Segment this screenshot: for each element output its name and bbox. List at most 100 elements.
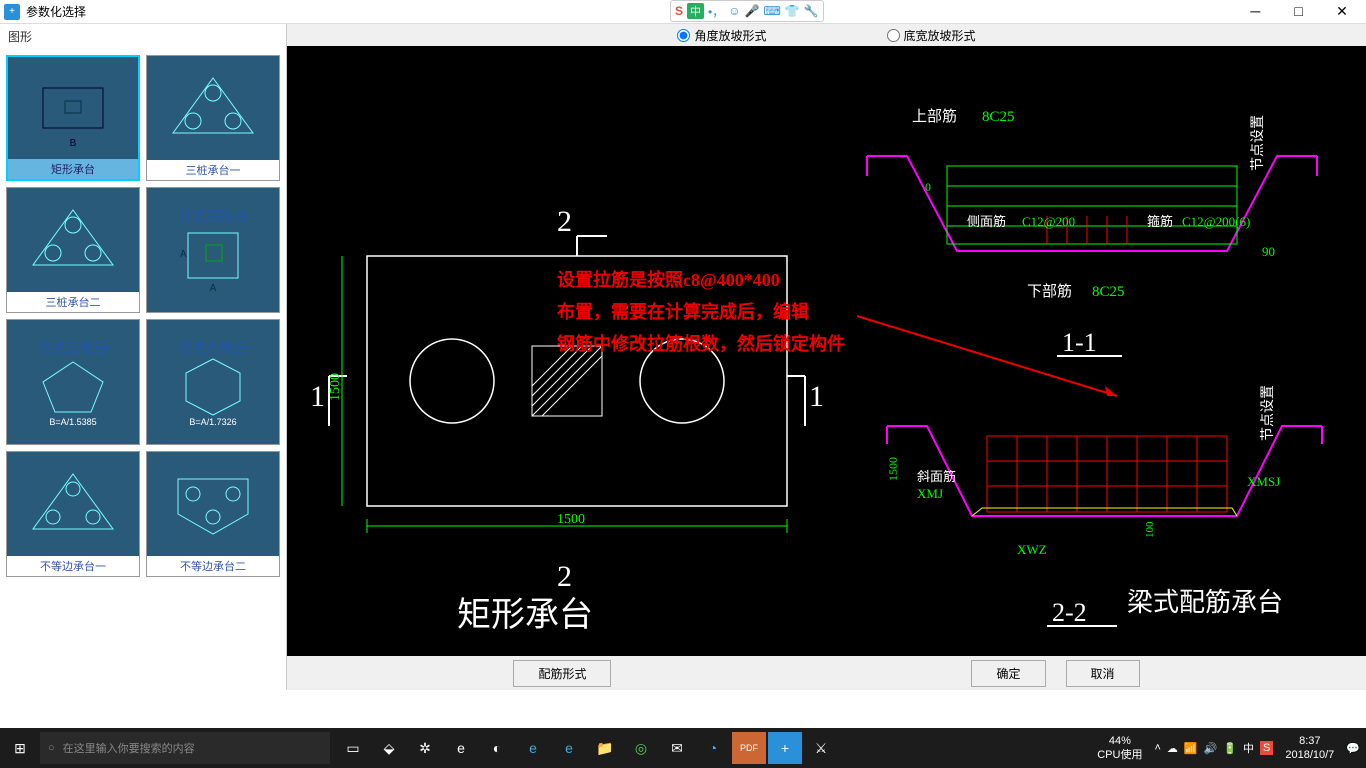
svg-text:阶式四桩台: 阶式四桩台: [178, 208, 248, 224]
taskbar-search[interactable]: ○ 在这里输入你要搜索的内容: [40, 732, 330, 764]
cpu-meter[interactable]: 44%CPU使用: [1091, 734, 1148, 763]
tray-volume-icon[interactable]: 🔊: [1204, 742, 1218, 755]
cancel-button[interactable]: 取消: [1066, 660, 1140, 687]
thumb-caption: 不等边承台一: [7, 556, 139, 576]
tray-ime-icon[interactable]: 中: [1243, 740, 1254, 756]
tb-browser-icon[interactable]: e: [444, 732, 478, 764]
svg-text:1500: 1500: [557, 512, 585, 527]
svg-text:A: A: [180, 249, 187, 260]
tb-ie-icon[interactable]: e: [552, 732, 586, 764]
app-icon: +: [4, 4, 20, 20]
tray-network-icon[interactable]: 📶: [1184, 742, 1198, 755]
thumb-tri-cap2[interactable]: 三桩承台二: [6, 187, 140, 313]
thumb-caption: 三桩承台一: [147, 160, 279, 180]
sidebar: 图形 B 矩形承台 三桩承台一 三桩承台二 阶式四桩台AA 阶式四桩台 阶式五桩…: [0, 24, 287, 690]
task-view-icon[interactable]: ▭: [336, 732, 370, 764]
svg-text:C12@200(6): C12@200(6): [1182, 214, 1250, 229]
ime-punct-icon[interactable]: •，: [708, 3, 724, 20]
tb-pdf-icon[interactable]: PDF: [732, 732, 766, 764]
minimize-button[interactable]: ─: [1235, 3, 1275, 19]
radio-bottom-slope[interactable]: 底宽放坡形式: [887, 27, 976, 44]
tb-app-icon[interactable]: ◔: [696, 732, 730, 764]
start-button[interactable]: ⊞: [0, 740, 40, 757]
svg-text:2: 2: [557, 560, 572, 593]
drawing-canvas[interactable]: 1 1 2 2 1500 1500 矩形承台: [287, 46, 1366, 656]
sogou-icon: S: [675, 4, 683, 18]
tray-cloud-icon[interactable]: ☁: [1167, 742, 1178, 755]
svg-text:阶式五桩台: 阶式五桩台: [38, 340, 108, 356]
svg-text:A: A: [210, 283, 217, 294]
ok-button[interactable]: 确定: [971, 660, 1045, 687]
svg-text:100: 100: [1144, 521, 1156, 538]
tb-app-icon[interactable]: ◐: [480, 732, 514, 764]
svg-text:梁式配筋承台: 梁式配筋承台: [1127, 588, 1283, 617]
svg-text:B=A/1.7326: B=A/1.7326: [189, 417, 236, 427]
svg-text:2: 2: [557, 205, 572, 238]
svg-text:设置拉筋是按照c8@400*400: 设置拉筋是按照c8@400*400: [557, 269, 780, 290]
svg-text:上部筋: 上部筋: [912, 108, 957, 125]
svg-text:节点设置: 节点设置: [1260, 386, 1276, 441]
notification-icon[interactable]: 💬: [1346, 742, 1360, 755]
thumb-uneq1[interactable]: 不等边承台一: [6, 451, 140, 577]
svg-text:B: B: [70, 138, 77, 148]
thumb-rect-cap[interactable]: B 矩形承台: [6, 55, 140, 181]
svg-text:1-1: 1-1: [1062, 328, 1097, 357]
svg-text:节点设置: 节点设置: [1250, 115, 1266, 171]
tb-mail-icon[interactable]: ✉: [660, 732, 694, 764]
button-row: 配筋形式 确定 取消: [287, 656, 1366, 690]
svg-text:钢筋中修改拉筋根数，然后锁定构件: 钢筋中修改拉筋根数，然后锁定构件: [557, 333, 845, 354]
tray-sogou-icon[interactable]: S: [1260, 741, 1273, 755]
svg-text:下部筋: 下部筋: [1027, 283, 1072, 300]
close-button[interactable]: ✕: [1322, 3, 1362, 20]
tb-active-app-icon[interactable]: +: [768, 732, 802, 764]
svg-text:8C25: 8C25: [1092, 284, 1125, 300]
ime-smile-icon[interactable]: ☺: [728, 4, 740, 18]
tb-edge-icon[interactable]: e: [516, 732, 550, 764]
thumb-step4[interactable]: 阶式四桩台AA 阶式四桩台: [146, 187, 280, 313]
thumb-step6[interactable]: 阶式六桩台B=A/1.7326 阶式六桩台: [146, 319, 280, 445]
svg-text:1500: 1500: [886, 457, 900, 481]
thumb-step5[interactable]: 阶式五桩台B=A/1.5385 阶式五桩台: [6, 319, 140, 445]
svg-text:侧面筋: 侧面筋: [967, 214, 1006, 229]
window-title: 参数化选择: [26, 3, 1235, 20]
tray-chevron-icon[interactable]: ˄: [1154, 742, 1160, 754]
thumb-caption: 不等边承台二: [147, 556, 279, 576]
svg-text:C12@200: C12@200: [1022, 214, 1075, 229]
radio-angle-slope[interactable]: 角度放坡形式: [677, 27, 766, 44]
svg-text:2-2: 2-2: [1052, 598, 1087, 627]
svg-text:0: 0: [925, 180, 931, 194]
thumb-tri-cap1[interactable]: 三桩承台一: [146, 55, 280, 181]
svg-text:箍筋: 箍筋: [1147, 214, 1173, 229]
taskbar: ⊞ ○ 在这里输入你要搜索的内容 ▭ ⬙ ✲ e ◐ e e 📁 ◎ ✉ ◔ P…: [0, 728, 1366, 768]
ime-skin-icon[interactable]: 👕: [785, 4, 800, 18]
tray-battery-icon[interactable]: 🔋: [1223, 742, 1237, 755]
tb-app-icon[interactable]: ◎: [624, 732, 658, 764]
tb-app-icon[interactable]: ✲: [408, 732, 442, 764]
svg-text:XMJ: XMJ: [917, 486, 943, 501]
tb-folder-icon[interactable]: 📁: [588, 732, 622, 764]
ime-tool-icon[interactable]: 🔧: [804, 4, 819, 18]
rebar-form-button[interactable]: 配筋形式: [513, 660, 611, 687]
taskbar-clock[interactable]: 8:372018/10/7: [1279, 734, 1340, 763]
svg-text:XWZ: XWZ: [1017, 542, 1047, 557]
search-icon: ○: [48, 742, 55, 754]
svg-text:1: 1: [310, 380, 325, 413]
ime-keyboard-icon[interactable]: ⌨: [763, 4, 780, 18]
sidebar-label: 图形: [0, 24, 286, 49]
thumb-uneq2[interactable]: 不等边承台二: [146, 451, 280, 577]
ime-lang-badge[interactable]: 中: [687, 3, 704, 19]
search-placeholder: 在这里输入你要搜索的内容: [63, 740, 195, 756]
thumb-caption: 三桩承台二: [7, 292, 139, 312]
svg-text:阶式六桩台: 阶式六桩台: [178, 340, 248, 356]
svg-text:90: 90: [1262, 244, 1275, 259]
svg-text:8C25: 8C25: [982, 109, 1015, 125]
maximize-button[interactable]: □: [1279, 3, 1319, 19]
ime-mic-icon[interactable]: 🎤: [744, 4, 759, 18]
ime-toolbar[interactable]: S 中 •， ☺ 🎤 ⌨ 👕 🔧: [670, 0, 824, 22]
svg-text:1500: 1500: [328, 373, 343, 401]
svg-text:斜面筋: 斜面筋: [917, 469, 956, 484]
tb-app-icon[interactable]: ⬙: [372, 732, 406, 764]
tb-app-icon[interactable]: ⚔: [804, 732, 838, 764]
svg-text:矩形承台: 矩形承台: [457, 596, 593, 634]
thumb-caption: 矩形承台: [8, 159, 138, 179]
